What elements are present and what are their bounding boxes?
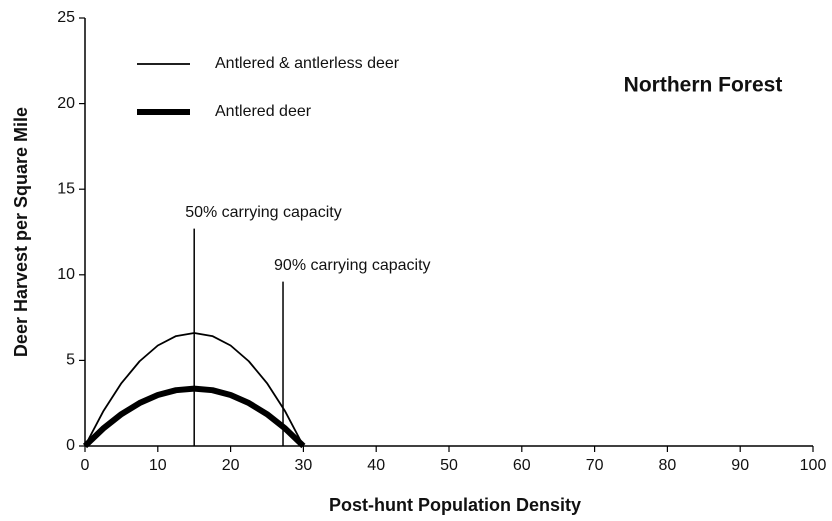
annotation: 90% carrying capacity [274, 257, 431, 274]
x-tick-label: 40 [367, 457, 385, 474]
x-tick-label: 10 [149, 457, 167, 474]
x-axis-label: Post-hunt Population Density [329, 495, 581, 515]
chart-title: Northern Forest [624, 74, 783, 97]
y-axis-label: Deer Harvest per Square Mile [11, 107, 31, 357]
legend-label: Antlered & antlerless deer [215, 55, 400, 72]
x-tick-label: 80 [659, 457, 677, 474]
series-line [82, 385, 306, 449]
y-tick-label: 20 [57, 95, 75, 112]
x-tick-label: 90 [731, 457, 749, 474]
y-tick-label: 25 [57, 9, 75, 26]
x-tick-label: 30 [295, 457, 313, 474]
x-tick-label: 100 [800, 457, 827, 474]
x-tick-label: 70 [586, 457, 604, 474]
y-tick-label: 5 [66, 352, 75, 369]
y-tick-label: 15 [57, 180, 75, 197]
x-tick-label: 50 [440, 457, 458, 474]
series-line [84, 332, 305, 447]
x-tick-label: 20 [222, 457, 240, 474]
x-tick-label: 60 [513, 457, 531, 474]
annotation: 50% carrying capacity [185, 204, 342, 221]
y-tick-label: 10 [57, 266, 75, 283]
legend-label: Antlered deer [215, 103, 312, 120]
x-tick-label: 0 [81, 457, 90, 474]
y-tick-label: 0 [66, 437, 75, 454]
